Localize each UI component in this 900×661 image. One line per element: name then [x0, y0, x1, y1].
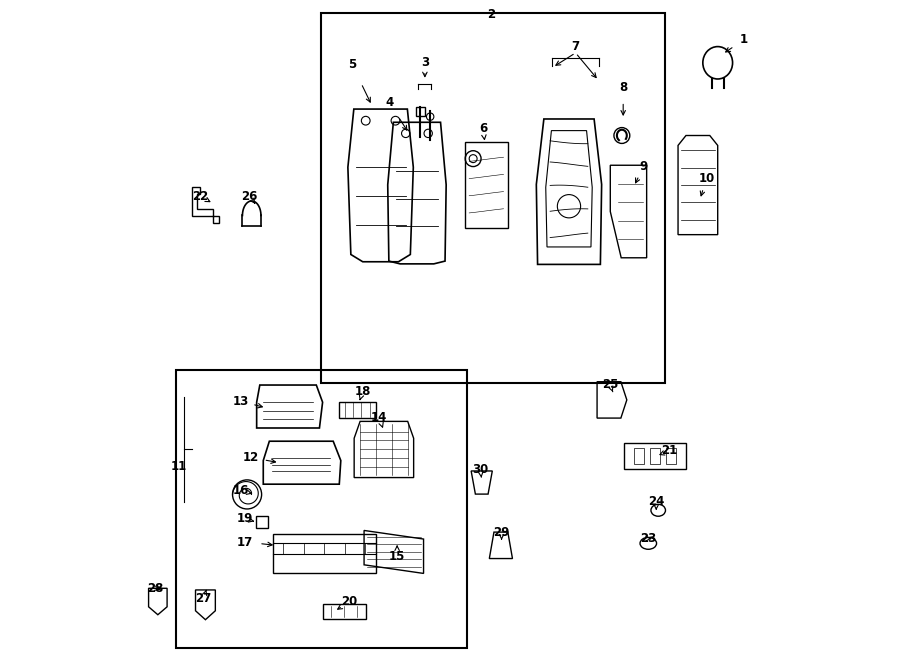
Text: 17: 17 — [237, 535, 253, 549]
Bar — [339, 401, 375, 418]
Text: 18: 18 — [355, 385, 371, 398]
Text: 19: 19 — [237, 512, 253, 525]
Text: 21: 21 — [662, 444, 678, 457]
Text: 5: 5 — [348, 58, 356, 71]
Text: 6: 6 — [479, 122, 487, 136]
Text: 23: 23 — [640, 532, 656, 545]
Text: 20: 20 — [341, 595, 357, 608]
Text: 30: 30 — [472, 463, 489, 476]
Bar — [323, 604, 365, 619]
Text: 1: 1 — [740, 33, 748, 46]
Text: 12: 12 — [242, 451, 258, 464]
Text: 7: 7 — [572, 40, 580, 53]
Text: 26: 26 — [241, 190, 258, 203]
Bar — [624, 443, 687, 469]
Text: 28: 28 — [147, 582, 164, 595]
Text: 22: 22 — [192, 190, 208, 203]
Bar — [321, 13, 665, 383]
Bar — [256, 516, 267, 528]
Bar — [465, 142, 508, 228]
Bar — [666, 448, 676, 464]
Text: 4: 4 — [385, 96, 393, 109]
Text: 15: 15 — [389, 550, 405, 563]
Text: 9: 9 — [640, 160, 648, 173]
Text: 27: 27 — [195, 592, 212, 605]
Text: 14: 14 — [371, 411, 388, 424]
Bar — [416, 107, 425, 116]
Text: 3: 3 — [421, 56, 429, 69]
Bar — [274, 534, 375, 574]
Bar — [176, 370, 466, 648]
Text: 29: 29 — [493, 525, 509, 539]
Text: 13: 13 — [232, 395, 248, 408]
Text: 8: 8 — [619, 81, 627, 94]
Bar — [634, 448, 644, 464]
Text: 11: 11 — [171, 459, 187, 473]
Text: 24: 24 — [648, 494, 664, 508]
Bar — [650, 448, 660, 464]
Text: 10: 10 — [698, 172, 715, 185]
Text: 2: 2 — [487, 8, 495, 21]
Text: 16: 16 — [232, 484, 248, 497]
Text: 25: 25 — [602, 378, 618, 391]
